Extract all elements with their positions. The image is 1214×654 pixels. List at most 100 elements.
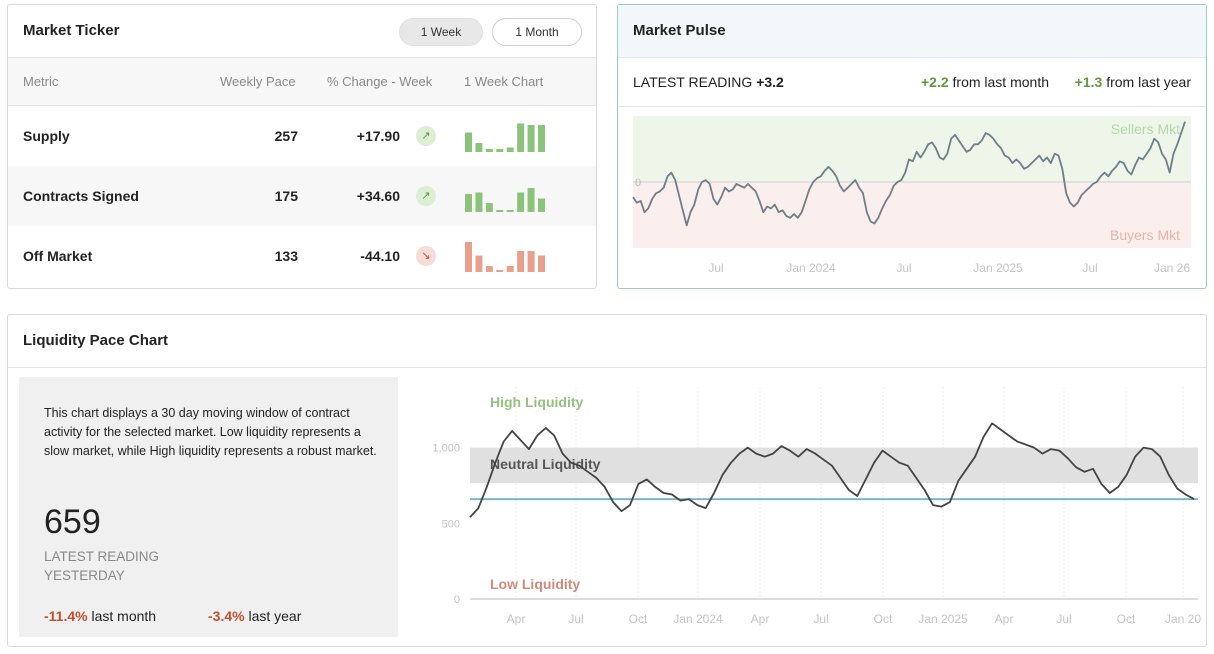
metric-label: Off Market	[23, 248, 93, 264]
liquidity-latest-when: YESTERDAY	[44, 568, 125, 583]
week-bar	[538, 255, 545, 272]
weekly-pace-value: 257	[274, 128, 298, 144]
liquidity-line	[469, 422, 1195, 518]
week-bar	[527, 188, 535, 212]
liquidity-year-change: -3.4% last year	[208, 608, 301, 624]
week-bar	[506, 266, 514, 272]
range-1-month-button[interactable]: 1 Month	[492, 18, 582, 46]
low-liquidity-label: Low Liquidity	[490, 576, 580, 592]
market-ticker-panel: Market Ticker 1 Week 1 Month Metric Week…	[7, 4, 597, 289]
week-bar	[485, 203, 493, 212]
trend-up-icon: ↗	[416, 126, 436, 146]
x-tick-label: Jan 2024	[673, 612, 723, 626]
trend-up-icon: ↗	[416, 186, 436, 206]
x-tick-label: Apr	[751, 612, 770, 626]
week-bar	[496, 149, 504, 152]
ticker-table-header: Metric Weekly Pace % Change - Week 1 Wee…	[8, 58, 596, 106]
col-weekly-pace: Weekly Pace	[220, 74, 296, 89]
month-change-label: last month	[91, 608, 157, 624]
week-bar	[475, 255, 483, 272]
week-bar	[506, 147, 514, 152]
market-ticker-header: Market Ticker 1 Week 1 Month	[8, 5, 596, 58]
x-tick-label: Oct	[1117, 612, 1136, 626]
week-bar-chart	[465, 242, 545, 272]
liquidity-info-box: This chart displays a 30 day moving wind…	[19, 377, 398, 637]
x-tick-label: Jan 2025	[973, 261, 1023, 275]
market-pulse-reading: LATEST READING +3.2 +2.2 from last month…	[618, 58, 1206, 107]
liquidity-description: This chart displays a 30 day moving wind…	[44, 406, 377, 458]
week-bar	[465, 194, 472, 212]
week-bar	[475, 192, 483, 212]
change-value: +17.90	[356, 128, 400, 144]
y-tick-label: 500	[442, 518, 460, 530]
week-bar	[517, 123, 525, 152]
x-tick-label: Jan 2024	[786, 261, 836, 275]
x-tick-label: Jul	[813, 612, 828, 626]
week-bar-chart	[465, 188, 545, 212]
ticker-row-contracts-signed[interactable]: Contracts Signed 175 +34.60 ↗	[8, 166, 596, 226]
x-tick-label: Apr	[995, 612, 1014, 626]
month-change-value: +2.2	[920, 74, 949, 90]
week-bar	[465, 132, 472, 152]
liquidity-latest-value: 659	[44, 503, 101, 541]
buyers-zone	[633, 182, 1191, 248]
trend-down-icon: ↘	[416, 246, 436, 266]
week-bar	[538, 125, 545, 152]
metric-label: Contracts Signed	[23, 188, 139, 204]
liquidity-pace-chart[interactable]: 1,000 500 0 High Liquidity Neutral Liquidity…	[408, 367, 1203, 645]
buyers-zone-label: Buyers Mkt	[1110, 227, 1180, 243]
week-bar	[517, 192, 525, 212]
neutral-band	[470, 447, 1198, 484]
x-tick-label: Jul	[896, 261, 911, 275]
pulse-line	[632, 121, 1186, 227]
x-tick-label: Apr	[507, 612, 526, 626]
market-pulse-header: Market Pulse	[618, 5, 1206, 58]
x-tick-label: Jan 2025	[918, 612, 968, 626]
week-bar	[527, 125, 535, 152]
x-tick-label: Jan 20	[1165, 612, 1201, 626]
week-bar	[465, 242, 472, 272]
week-bar	[485, 266, 493, 272]
sellers-zone	[633, 116, 1191, 182]
latest-reading-value: +3.2	[756, 74, 784, 90]
year-change-value: +1.3	[1074, 74, 1103, 90]
year-change-label: last year	[248, 608, 302, 624]
week-bar	[506, 210, 514, 212]
ticker-row-supply[interactable]: Supply 257 +17.90 ↗	[8, 106, 596, 166]
week-bar	[475, 143, 483, 152]
y-tick-label: 1,000	[432, 443, 460, 455]
month-change-value: -11.4%	[44, 608, 88, 624]
week-bar	[496, 210, 504, 212]
market-ticker-title: Market Ticker	[23, 22, 120, 39]
week-bar-chart	[465, 123, 545, 152]
liquidity-pace-panel: Liquidity Pace Chart This chart displays…	[7, 314, 1207, 647]
market-pulse-chart[interactable]: 0 Sellers Mkt Buyers Mkt Jul Jan 2024 Jul Jan …	[618, 106, 1206, 286]
from-last-year: +1.3 from last year	[1075, 74, 1191, 90]
sellers-zone-label: Sellers Mkt	[1111, 121, 1180, 137]
col-metric: Metric	[23, 74, 59, 89]
metric-label: Supply	[23, 128, 70, 144]
week-bar	[485, 149, 493, 152]
high-liquidity-label: High Liquidity	[490, 394, 584, 410]
market-pulse-title: Market Pulse	[633, 22, 726, 39]
x-tick-label: Jul	[708, 261, 723, 275]
weekly-pace-value: 175	[274, 188, 298, 204]
neutral-liquidity-label: Neutral Liquidity	[490, 456, 601, 472]
x-tick-label: Jul	[1056, 612, 1071, 626]
week-bar	[496, 270, 504, 272]
year-change-label: from last year	[1106, 74, 1191, 90]
week-bar	[527, 251, 535, 272]
latest-reading-label: LATEST READING	[633, 74, 753, 90]
x-tick-label: Jul	[568, 612, 583, 626]
year-change-value: -3.4%	[208, 608, 245, 624]
x-tick-label: Oct	[629, 612, 648, 626]
change-value: -44.10	[360, 248, 400, 264]
liquidity-latest-label: LATEST READING	[44, 549, 160, 564]
x-tick-label: Oct	[874, 612, 893, 626]
range-1-week-button[interactable]: 1 Week	[399, 18, 483, 46]
from-last-month: +2.2 from last month	[921, 74, 1049, 90]
liquidity-title: Liquidity Pace Chart	[23, 332, 169, 349]
liquidity-month-change: -11.4% last month	[44, 608, 156, 624]
ticker-row-off-market[interactable]: Off Market 133 -44.10 ↘	[8, 226, 596, 286]
col-change-week: % Change - Week	[327, 74, 433, 89]
